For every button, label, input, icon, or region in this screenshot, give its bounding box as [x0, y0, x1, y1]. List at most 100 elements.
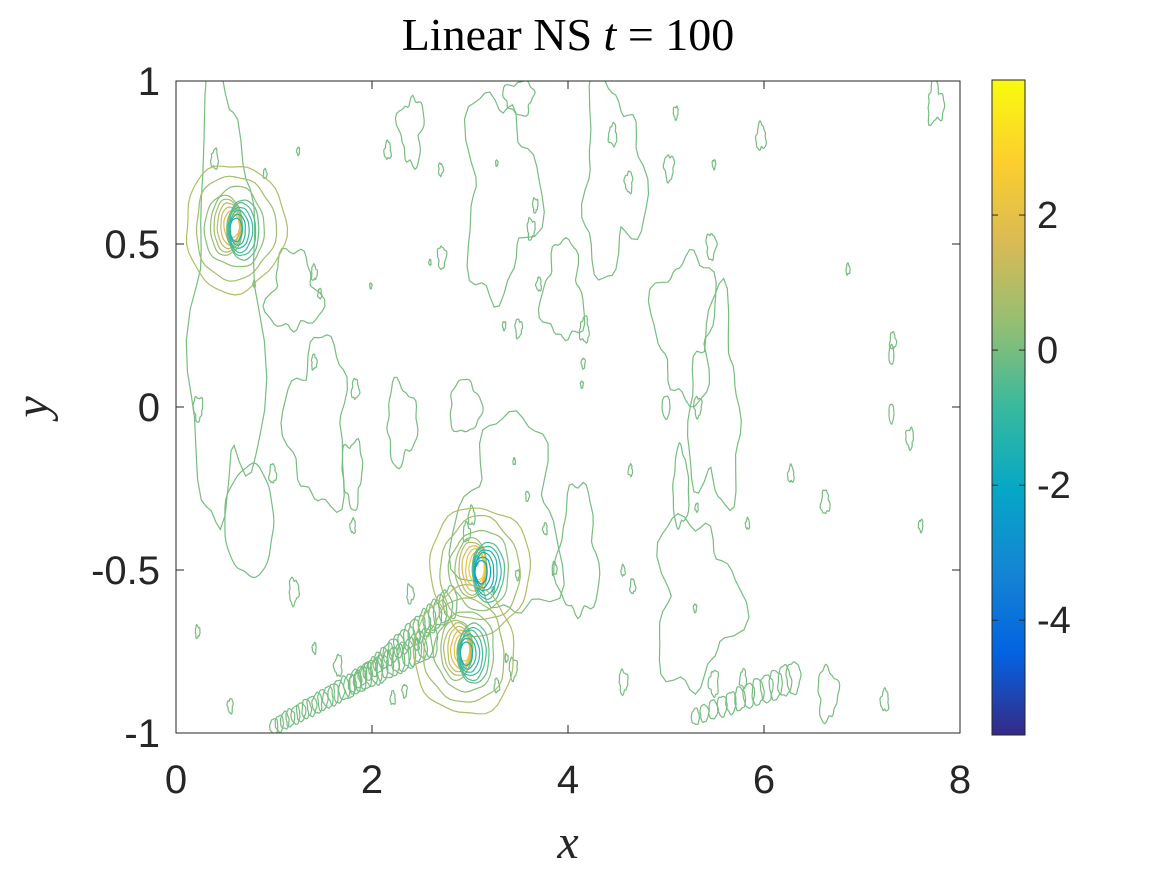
vortex-halo-contour	[423, 597, 505, 703]
small-contour	[369, 282, 373, 290]
vortex-contour	[471, 541, 506, 604]
wave-contour	[422, 624, 439, 659]
wave-contour	[327, 683, 339, 707]
wave-contour	[337, 675, 351, 701]
zero-level-contour	[686, 277, 742, 512]
vortex-halo-contour	[203, 185, 266, 268]
small-contour	[288, 576, 301, 608]
zero-level-contour	[185, 81, 268, 531]
zero-level-contour	[448, 410, 565, 614]
colorbar-ticks: -4 -2 0 2	[992, 195, 1071, 642]
wave-contour	[403, 622, 416, 651]
wave-contour	[417, 627, 434, 661]
vortex-halo-contour	[439, 514, 521, 621]
small-contour	[705, 232, 718, 262]
zero-level-contour	[656, 512, 750, 695]
zero-level-contour	[580, 81, 650, 281]
small-contour	[436, 245, 448, 271]
small-contour	[551, 560, 558, 577]
x-tick-label: 2	[361, 758, 383, 802]
y-tick-label: -0.5	[91, 549, 160, 593]
wave-contour	[716, 695, 728, 719]
zero-level-contour	[817, 663, 841, 725]
small-contour	[711, 158, 717, 171]
wave-contour	[311, 691, 323, 714]
y-axis-label: y	[6, 396, 59, 423]
small-contour	[194, 623, 201, 639]
wave-contour	[392, 633, 406, 659]
small-contour	[623, 170, 634, 195]
wave-contour	[372, 651, 384, 674]
wave-contour	[317, 688, 329, 712]
zero-level-contour	[927, 81, 946, 127]
small-contour	[350, 377, 361, 401]
zero-level-contour	[262, 247, 326, 333]
title-suffix: = 100	[616, 9, 734, 60]
small-contour	[629, 578, 637, 595]
wave-contour	[391, 643, 406, 675]
wave-contour	[333, 679, 346, 704]
small-contour	[754, 120, 768, 152]
small-contour	[819, 489, 831, 515]
small-contour	[192, 395, 204, 423]
small-contour	[493, 677, 501, 694]
wave-contour	[397, 628, 410, 655]
vortex-halo-contour	[447, 529, 510, 612]
colorbar	[991, 79, 1026, 736]
wave-contour	[427, 598, 443, 632]
small-contour	[694, 502, 699, 514]
vortex-contour	[228, 206, 254, 254]
small-contour	[541, 521, 548, 536]
vortex-contour	[468, 551, 486, 584]
zero-level-contour	[661, 395, 671, 420]
small-contour	[437, 162, 445, 178]
wave-contour	[374, 654, 389, 684]
small-contour	[310, 263, 319, 281]
plot-area	[176, 81, 960, 733]
small-contour	[532, 197, 539, 214]
zero-level-contour	[888, 403, 895, 425]
y-tick-label: 1	[138, 60, 160, 104]
vortex-contour	[226, 199, 260, 261]
wave-contour	[422, 603, 437, 634]
wave-contour	[301, 698, 313, 720]
small-contour	[311, 641, 317, 655]
small-contour	[317, 287, 323, 300]
small-contour	[578, 315, 590, 344]
wave-contour	[417, 607, 432, 638]
colorbar-tick-label: -4	[1037, 600, 1071, 642]
zero-level-contour	[449, 378, 484, 433]
wave-contour	[382, 642, 395, 667]
vortex-contour	[457, 627, 487, 682]
wave-contour	[295, 702, 307, 723]
wave-contour	[369, 656, 384, 687]
small-contour	[512, 457, 517, 466]
small-contour	[662, 154, 676, 184]
small-contour	[310, 353, 318, 371]
wave-contour	[280, 710, 290, 730]
wave-contour	[349, 668, 362, 695]
small-contour	[462, 520, 472, 543]
vortex-contour	[458, 633, 481, 673]
wave-contour	[357, 666, 368, 686]
small-contour	[349, 516, 356, 535]
small-contour	[514, 318, 524, 340]
small-contour	[428, 258, 432, 266]
wave-contour	[321, 685, 334, 709]
small-contour	[620, 563, 626, 578]
small-contour	[406, 583, 415, 605]
zero-level-contour	[537, 236, 586, 342]
small-contour	[627, 462, 634, 478]
y-axis-ticks: -1 -0.5 0 0.5 1	[91, 60, 960, 756]
small-contour	[332, 653, 343, 678]
small-contour	[692, 602, 698, 614]
small-contour	[905, 426, 915, 451]
wave-contour	[367, 655, 379, 678]
colorbar-tick-label: 2	[1037, 195, 1058, 237]
small-contour	[401, 683, 408, 700]
small-contour	[267, 462, 278, 484]
vortex-contour	[229, 217, 244, 243]
small-contour	[504, 652, 509, 664]
small-contour	[579, 380, 585, 390]
title-prefix: Linear NS	[402, 9, 604, 60]
